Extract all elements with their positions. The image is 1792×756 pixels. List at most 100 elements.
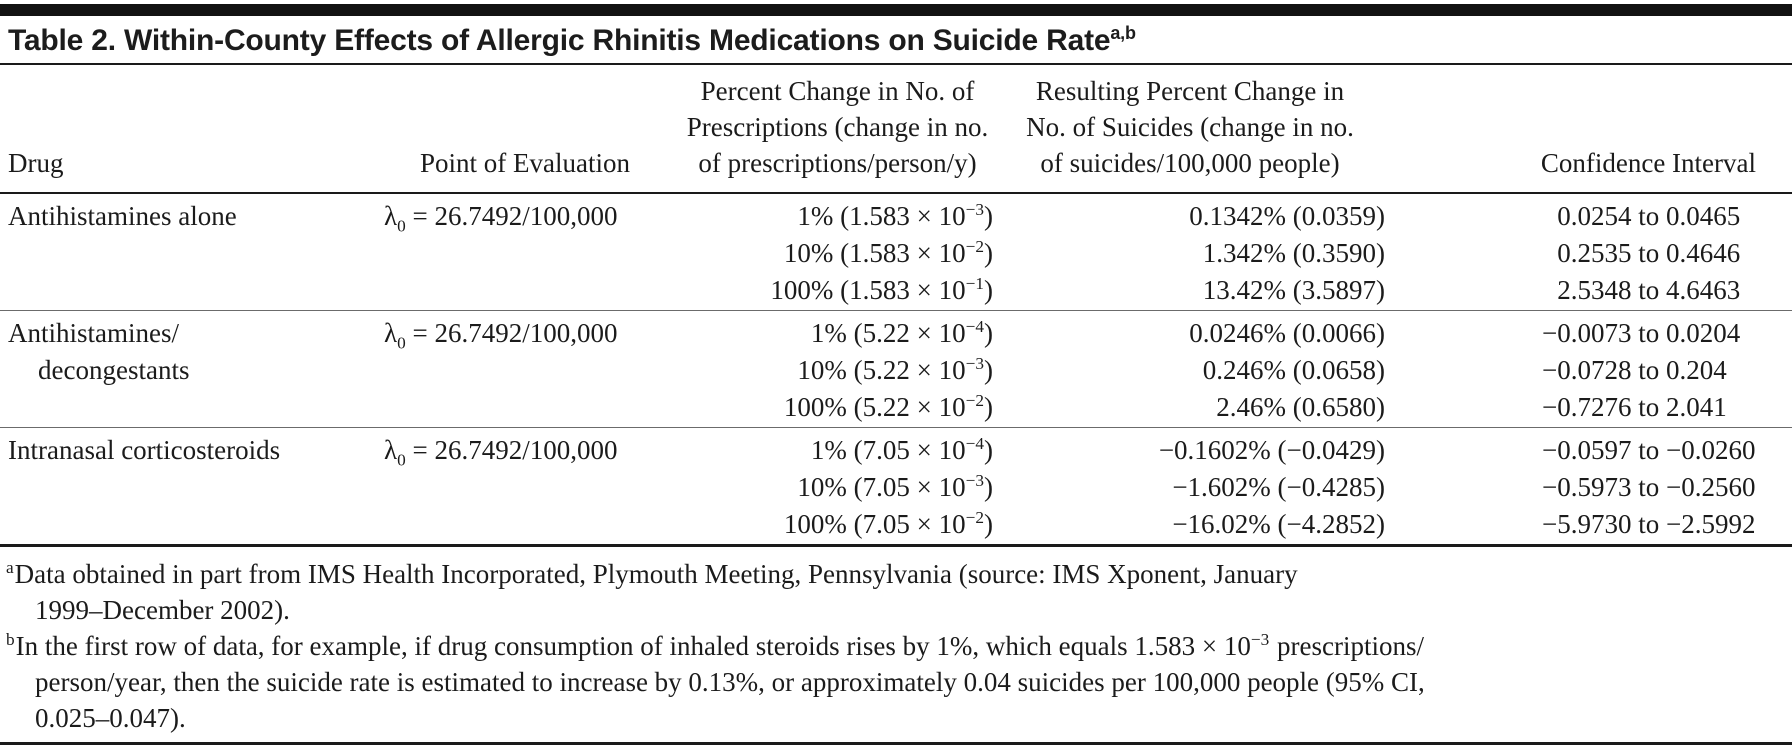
column-header-confidence-interval: Confidence Interval: [1540, 148, 1756, 178]
confidence-interval-value: 0.0254 to 0.0465: [1385, 198, 1792, 235]
top-rule: [0, 4, 1792, 16]
confidence-interval-value: −0.0073 to 0.0204: [1385, 315, 1792, 352]
ci-from: −0.0728: [1542, 355, 1632, 385]
ci-to: 4.6463: [1666, 275, 1741, 305]
prescriptions-cell: 1% (5.22 × 10−4) 10% (5.22 × 10−3) 100% (5…: [680, 315, 995, 426]
point-of-evaluation-value: λ0 = 26.7492/100,000: [384, 318, 618, 353]
ci-from: 0.2535: [1557, 238, 1632, 268]
prescriptions-value: 100% (1.583 × 10−1): [770, 274, 993, 305]
column-header-point-of-evaluation: Point of Evaluation: [420, 148, 630, 178]
table-title-footnote-markers: a,b: [1110, 23, 1136, 43]
prescriptions-value: 10% (5.22 × 10−3): [797, 354, 993, 385]
column-header-prescriptions: Percent Change in No. of Prescriptions (…: [680, 73, 995, 181]
ci-to: 0.0465: [1666, 201, 1741, 231]
ci-separator: to: [1631, 435, 1666, 465]
ci-to: 0.0204: [1666, 318, 1741, 348]
confidence-interval-cell: −0.0073 to 0.0204 −0.0728 to 0.204 −0.7276…: [1385, 315, 1792, 426]
prescriptions-cell: 1% (7.05 × 10−4) 10% (7.05 × 10−3) 100% (7…: [680, 432, 995, 543]
prescriptions-cell: 1% (1.583 × 10−3) 10% (1.583 × 10−2) 100% …: [680, 198, 995, 309]
ci-from: −5.9730: [1542, 509, 1632, 539]
prescriptions-value: 1% (5.22 × 10−4): [810, 317, 993, 348]
header-line: of suicides/100,000 people): [1040, 148, 1340, 178]
column-header-suicides: Resulting Percent Change in No. of Suici…: [995, 73, 1385, 181]
suicides-value: 0.246% (0.0658): [1202, 355, 1385, 385]
drug-name-cell: Antihistamines/decongestants: [0, 315, 370, 426]
ci-separator: to: [1631, 509, 1666, 539]
suicides-value: 0.1342% (0.0359): [1189, 201, 1385, 231]
confidence-interval-value: −0.0728 to 0.204: [1385, 352, 1792, 389]
ci-to: −0.2560: [1666, 472, 1756, 502]
ci-from: 0.0254: [1557, 201, 1632, 231]
ci-separator: to: [1631, 201, 1666, 231]
drug-name-cell: Antihistamines alone: [0, 198, 370, 309]
confidence-interval-value: −5.9730 to −2.5992: [1385, 506, 1792, 543]
footnote-line: aData obtained in part from IMS Health I…: [6, 558, 1298, 589]
table-title: Table 2. Within-County Effects of Allerg…: [0, 16, 1792, 65]
confidence-interval-value: −0.5973 to −0.2560: [1385, 469, 1792, 506]
suicides-value: 1.342% (0.3590): [1202, 238, 1385, 268]
footnote-line: 1999–December 2002).: [35, 595, 290, 625]
confidence-interval-value: −0.7276 to 2.041: [1385, 389, 1792, 426]
header-line: No. of Suicides (change in no.: [1026, 112, 1354, 142]
drug-name-cell: Intranasal corticosteroids: [0, 432, 370, 543]
suicides-value: −1.602% (−0.4285): [1172, 472, 1385, 502]
footnote-marker: b: [6, 630, 15, 649]
drug-name-line: Antihistamines/: [8, 318, 179, 348]
footnotes: aData obtained in part from IMS Health I…: [0, 547, 1792, 739]
suicides-cell: −0.1602% (−0.0429) −1.602% (−0.4285) −16.0…: [995, 432, 1385, 543]
drug-group-row: Intranasal corticosteroids λ0 = 26.7492/1…: [0, 427, 1792, 544]
prescriptions-value: 100% (5.22 × 10−2): [783, 391, 993, 422]
header-line: Percent Change in No. of: [700, 76, 975, 106]
suicides-value: −0.1602% (−0.0429): [1158, 435, 1385, 465]
footnote-line: 0.025–0.047).: [35, 703, 186, 733]
footnote-line: bIn the first row of data, for example, …: [6, 630, 1424, 661]
point-of-evaluation-value: λ0 = 26.7492/100,000: [384, 435, 618, 470]
footnote-marker: a: [6, 558, 14, 577]
prescriptions-value: 1% (1.583 × 10−3): [797, 200, 993, 231]
prescriptions-value: 10% (7.05 × 10−3): [797, 471, 993, 502]
ci-separator: to: [1631, 355, 1666, 385]
suicides-cell: 0.0246% (0.0066) 0.246% (0.0658) 2.46% (0.…: [995, 315, 1385, 426]
table-body: Antihistamines alone λ0 = 26.7492/100,000…: [0, 194, 1792, 547]
column-header-drug: Drug: [8, 148, 64, 178]
drug-name-line: Intranasal corticosteroids: [8, 435, 281, 465]
ci-separator: to: [1631, 318, 1666, 348]
drug-name-line: Antihistamines alone: [8, 201, 237, 231]
ci-separator: to: [1631, 275, 1666, 305]
suicides-value: 2.46% (0.6580): [1216, 392, 1385, 422]
ci-separator: to: [1631, 238, 1666, 268]
point-of-evaluation-cell: λ0 = 26.7492/100,000: [370, 198, 680, 309]
suicides-cell: 0.1342% (0.0359) 1.342% (0.3590) 13.42% (3…: [995, 198, 1385, 309]
point-of-evaluation-cell: λ0 = 26.7492/100,000: [370, 315, 680, 426]
ci-separator: to: [1631, 392, 1666, 422]
confidence-interval-cell: 0.0254 to 0.0465 0.2535 to 0.4646 2.5348 t…: [1385, 198, 1792, 309]
confidence-interval-cell: −0.0597 to −0.0260 −0.5973 to −0.2560 −5.9…: [1385, 432, 1792, 543]
footnote-line: person/year, then the suicide rate is es…: [35, 667, 1425, 697]
ci-from: −0.0597: [1542, 435, 1632, 465]
ci-separator: to: [1631, 472, 1666, 502]
ci-to: 0.4646: [1666, 238, 1741, 268]
ci-from: −0.5973: [1542, 472, 1632, 502]
ci-from: −0.7276: [1542, 392, 1632, 422]
ci-from: 2.5348: [1557, 275, 1632, 305]
suicides-value: 0.0246% (0.0066): [1189, 318, 1385, 348]
confidence-interval-value: 2.5348 to 4.6463: [1385, 272, 1792, 309]
ci-from: −0.0073: [1542, 318, 1632, 348]
drug-name-line: decongestants: [38, 355, 190, 385]
drug-group-row: Antihistamines/decongestants λ0 = 26.7492…: [0, 310, 1792, 427]
bottom-rule: [0, 742, 1792, 745]
header-line: Prescriptions (change in no.: [686, 112, 989, 142]
suicides-value: −16.02% (−4.2852): [1172, 509, 1385, 539]
ci-to: −0.0260: [1666, 435, 1756, 465]
confidence-interval-value: 0.2535 to 0.4646: [1385, 235, 1792, 272]
header-line: Resulting Percent Change in: [1035, 76, 1345, 106]
point-of-evaluation-value: λ0 = 26.7492/100,000: [384, 201, 618, 236]
header-line: of prescriptions/person/y): [698, 148, 977, 178]
confidence-interval-value: −0.0597 to −0.0260: [1385, 432, 1792, 469]
prescriptions-value: 1% (7.05 × 10−4): [810, 434, 993, 465]
drug-group-row: Antihistamines alone λ0 = 26.7492/100,000…: [0, 194, 1792, 310]
point-of-evaluation-cell: λ0 = 26.7492/100,000: [370, 432, 680, 543]
suicides-value: 13.42% (3.5897): [1202, 275, 1385, 305]
table-title-text: Table 2. Within-County Effects of Allerg…: [8, 24, 1111, 57]
ci-to: −2.5992: [1666, 509, 1756, 539]
